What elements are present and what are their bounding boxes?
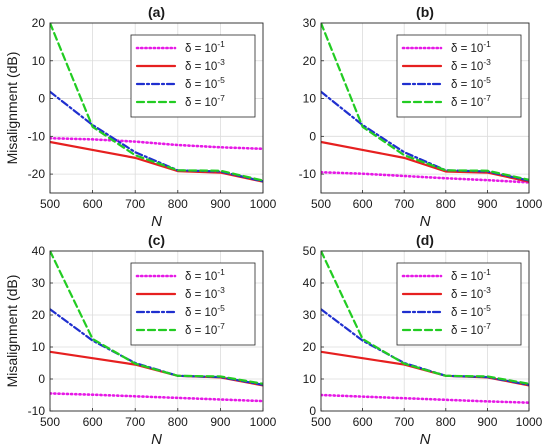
legend-entry-3: δ = 10-7 <box>185 93 225 109</box>
x-tick-label: 800 <box>436 197 456 211</box>
x-tick-label: 800 <box>436 415 456 429</box>
series-group <box>321 23 529 184</box>
series-line-0 <box>321 170 529 184</box>
y-tick-label: 0 <box>309 404 316 418</box>
chart-title: (a) <box>148 4 165 20</box>
series-group <box>50 251 263 403</box>
legend-entry-1: δ = 10-3 <box>451 57 491 73</box>
x-tick-label: 500 <box>40 197 60 211</box>
series-group <box>50 23 263 183</box>
series-line-0 <box>50 392 263 403</box>
x-tick-label: 700 <box>125 197 145 211</box>
y-tick-label: 20 <box>303 54 317 68</box>
legend-entry-3: δ = 10-7 <box>185 321 225 337</box>
chart-panel-2: 500 600 700 800 900 1000 -10 0 10 20 30 40 (c) N Misal… <box>4 232 277 448</box>
y-tick-label: 10 <box>303 372 317 386</box>
x-tick-label: 700 <box>394 415 414 429</box>
chart-title: (c) <box>148 232 165 248</box>
x-tick-label: 600 <box>83 415 103 429</box>
legend-entry-2: δ = 10-5 <box>451 303 491 319</box>
y-tick-label: 0 <box>38 372 45 386</box>
series-line-3 <box>50 251 263 385</box>
x-tick-label: 800 <box>168 197 188 211</box>
x-tick-label: 600 <box>353 197 373 211</box>
x-tick-label: 900 <box>210 415 230 429</box>
x-axis-label: N <box>420 431 431 448</box>
legend-entry-1: δ = 10-3 <box>185 57 225 73</box>
y-tick-label: 50 <box>303 244 317 258</box>
axes-box <box>49 250 264 412</box>
x-tick-label: 800 <box>168 415 188 429</box>
chart-panel-3: 500 600 700 800 900 1000 0 10 20 30 40 50 (d) Nδ = 10… <box>303 232 543 448</box>
axes-box <box>49 22 264 194</box>
x-tick-label: 500 <box>40 415 60 429</box>
legend-entry-0: δ = 10-1 <box>451 39 491 55</box>
y-tick-label: -20 <box>28 167 46 181</box>
legend-entry-0: δ = 10-1 <box>185 39 225 55</box>
chart-panel-1: 500 600 700 800 900 1000 -10 0 10 20 30 (b) Nδ = 10-… <box>299 4 543 230</box>
legend-entry-2: δ = 10-5 <box>185 75 225 91</box>
y-tick-label: -10 <box>28 404 46 418</box>
y-tick-label: 30 <box>303 308 317 322</box>
y-axis-label: Misalignment (dB) <box>4 275 20 388</box>
legend-entry-0: δ = 10-1 <box>451 267 491 283</box>
x-axis-label: N <box>420 213 431 230</box>
y-tick-label: -10 <box>28 129 46 143</box>
x-tick-label: 600 <box>353 415 373 429</box>
series-group <box>321 251 529 404</box>
x-tick-label: 500 <box>311 197 331 211</box>
legend: δ = 10-1 δ = 10-3 δ = 10-5 δ = 10-7 <box>130 262 256 346</box>
y-tick-label: 10 <box>32 340 46 354</box>
series-line-0 <box>50 136 263 151</box>
x-axis-label: N <box>151 431 162 448</box>
y-tick-label: 0 <box>309 129 316 143</box>
chart-panel-0: 500 600 700 800 900 1000 -20 -10 0 10 20 (a) N Misali… <box>4 4 277 230</box>
x-tick-label: 1000 <box>250 415 277 429</box>
series-line-1 <box>321 140 529 183</box>
y-tick-label: 20 <box>303 340 317 354</box>
x-axis-label: N <box>151 213 162 230</box>
legend-entry-1: δ = 10-3 <box>185 285 225 301</box>
legend-entry-1: δ = 10-3 <box>451 285 491 301</box>
legend-entry-3: δ = 10-7 <box>451 321 491 337</box>
y-tick-label: 20 <box>32 308 46 322</box>
y-tick-label: 40 <box>303 276 317 290</box>
y-tick-label: 10 <box>32 54 46 68</box>
x-tick-label: 700 <box>125 415 145 429</box>
x-tick-label: 700 <box>394 197 414 211</box>
chart-title: (d) <box>416 232 434 248</box>
x-tick-label: 900 <box>477 415 497 429</box>
x-tick-label: 1000 <box>516 415 543 429</box>
legend: δ = 10-1 δ = 10-3 δ = 10-5 δ = 10-7 <box>396 262 522 346</box>
series-line-3 <box>50 23 263 182</box>
y-tick-label: 30 <box>32 276 46 290</box>
chart-title: (b) <box>416 4 434 20</box>
x-tick-label: 500 <box>311 415 331 429</box>
legend-entry-2: δ = 10-5 <box>185 303 225 319</box>
x-tick-label: 1000 <box>250 197 277 211</box>
legend-entry-3: δ = 10-7 <box>451 93 491 109</box>
legend-entry-0: δ = 10-1 <box>185 267 225 283</box>
y-tick-label: 40 <box>32 244 46 258</box>
series-line-3 <box>321 23 529 181</box>
legend: δ = 10-1 δ = 10-3 δ = 10-5 δ = 10-7 <box>130 34 256 118</box>
axes-box <box>320 250 530 412</box>
x-tick-label: 900 <box>477 197 497 211</box>
series-line-3 <box>321 251 529 385</box>
legend-entry-2: δ = 10-5 <box>451 75 491 91</box>
series-line-0 <box>321 393 529 404</box>
y-tick-label: 30 <box>303 16 317 30</box>
y-tick-label: 0 <box>38 92 45 106</box>
axes-box <box>320 22 530 194</box>
y-tick-label: 20 <box>32 16 46 30</box>
x-tick-label: 1000 <box>516 197 543 211</box>
legend: δ = 10-1 δ = 10-3 δ = 10-5 δ = 10-7 <box>396 34 522 118</box>
y-tick-label: 10 <box>303 92 317 106</box>
x-tick-label: 900 <box>210 197 230 211</box>
x-tick-label: 600 <box>83 197 103 211</box>
y-tick-label: -10 <box>299 167 317 181</box>
y-axis-label: Misalignment (dB) <box>4 52 20 165</box>
